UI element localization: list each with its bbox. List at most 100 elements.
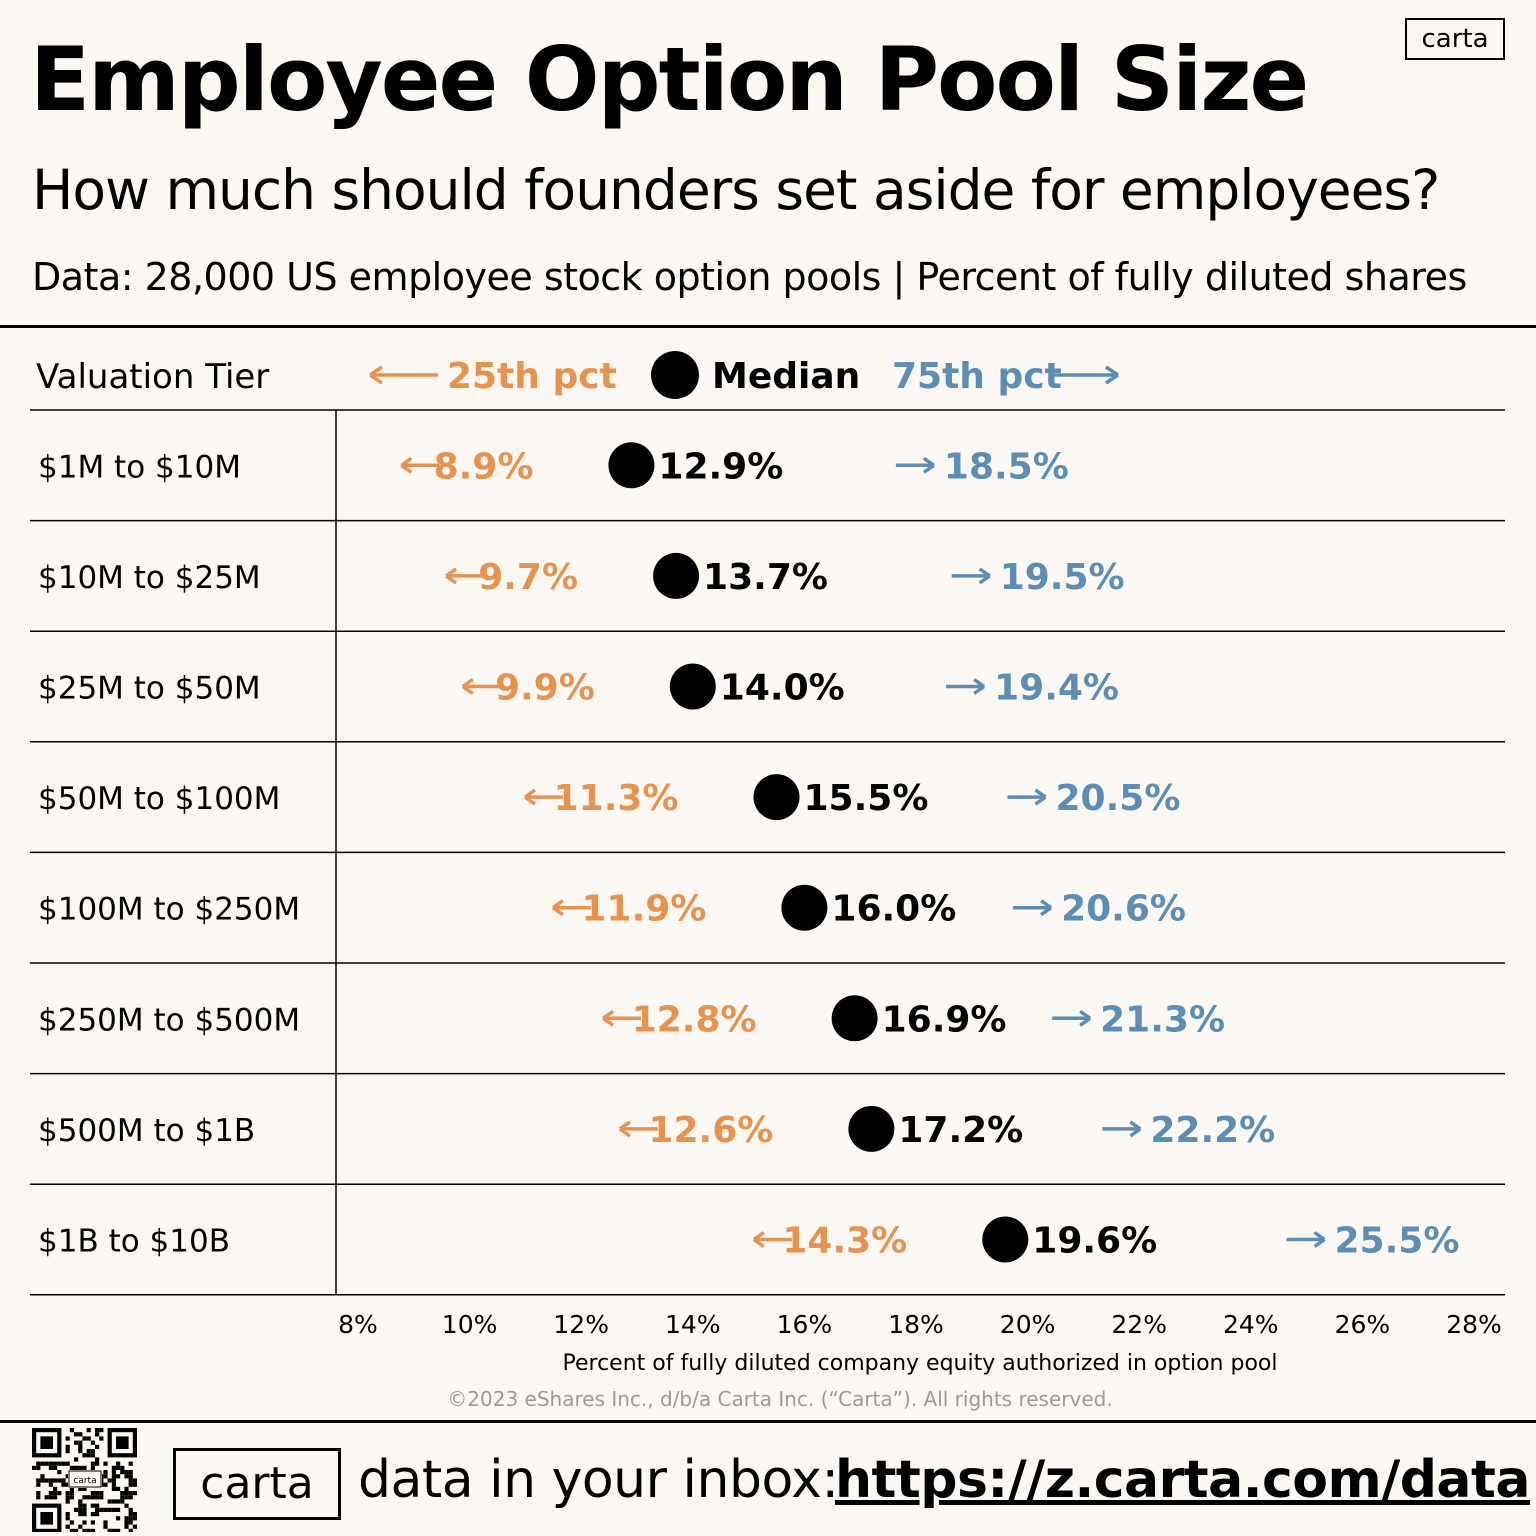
chart-row: $10M to $25M 9.7% 13.7% 19.5%: [38, 552, 1125, 599]
chart-row: $1M to $10M 8.9% 12.9% 18.5%: [38, 442, 1069, 489]
chart-legend: 25th pct Median 75th pct: [369, 351, 1119, 399]
category-label: $50M to $100M: [38, 781, 280, 817]
x-tick-label: 12%: [553, 1310, 609, 1339]
median-dot: [669, 663, 716, 710]
p75-arrowhead: [978, 567, 991, 585]
footer-divider: [0, 1420, 1536, 1423]
p25-arrowhead: [602, 1009, 615, 1027]
x-tick-label: 18%: [888, 1310, 944, 1339]
median-label: 17.2%: [898, 1110, 1023, 1151]
median-dot: [831, 995, 878, 1042]
median-dot: [608, 442, 655, 489]
data-description: Data: 28,000 US employee stock option po…: [32, 255, 1467, 299]
median-label: 15.5%: [804, 778, 929, 819]
median-dot: [781, 884, 828, 931]
median-label: 16.9%: [882, 999, 1007, 1040]
x-tick-label: 10%: [442, 1310, 498, 1339]
p25-arrowhead: [445, 567, 458, 585]
x-tick-label: 20%: [1000, 1310, 1056, 1339]
chart-row: $100M to $250M 11.9% 16.0% 20.6%: [38, 884, 1186, 931]
p75-arrowhead: [1034, 788, 1047, 806]
median-dot: [653, 552, 700, 599]
footer-text: data in your inbox:: [358, 1450, 839, 1510]
p25-label: 12.8%: [632, 999, 757, 1040]
median-label: 16.0%: [831, 889, 956, 930]
x-tick-label: 8%: [338, 1310, 378, 1339]
p75-label: 22.2%: [1150, 1110, 1275, 1151]
median-label: 12.9%: [658, 446, 783, 487]
x-tick-label: 24%: [1223, 1310, 1279, 1339]
median-label: 19.6%: [1032, 1221, 1157, 1262]
chart-row: $25M to $50M 9.9% 14.0% 19.4%: [38, 663, 1119, 710]
qr-logo-text: carta: [73, 1476, 96, 1486]
chart-rows: $1M to $10M 8.9% 12.9% 18.5% $10M to $25M 9.7…: [38, 442, 1460, 1263]
page-title: Employee Option Pool Size: [30, 28, 1309, 131]
qr-code-icon[interactable]: carta: [32, 1428, 140, 1532]
p25-label: 11.3%: [554, 778, 679, 819]
category-label: $25M to $50M: [38, 671, 261, 707]
p75-arrowhead: [1129, 1120, 1142, 1138]
p75-label: 25.5%: [1335, 1221, 1460, 1262]
p25-label: 14.3%: [782, 1221, 907, 1262]
carta-logo: carta: [1405, 18, 1505, 60]
x-tick-label: 14%: [665, 1310, 721, 1339]
x-axis: 8% 10% 12% 14% 16% 18% 20% 22% 24% 26% 28% Percent …: [338, 1310, 1502, 1411]
x-tick-label: 26%: [1335, 1310, 1391, 1339]
chart-row: $250M to $500M 12.8% 16.9% 21.3%: [38, 995, 1225, 1042]
x-tick-label: 22%: [1111, 1310, 1167, 1339]
chart-frame: Valuation Tier: [30, 357, 1505, 1296]
p75-label: 18.5%: [944, 446, 1069, 487]
p75-label: 20.6%: [1061, 889, 1186, 930]
p75-arrowhead: [973, 678, 986, 695]
p25-arrowhead: [400, 456, 413, 474]
p25-arrowhead: [618, 1120, 631, 1138]
p75-arrowhead: [1040, 899, 1053, 917]
p25-label: 11.9%: [581, 889, 706, 930]
subtitle: How much should founders set aside for e…: [32, 158, 1440, 222]
chart-row: $500M to $1B 12.6% 17.2% 22.2%: [38, 1105, 1275, 1152]
p25-arrowhead: [752, 1231, 765, 1248]
x-axis-title: Percent of fully diluted company equity …: [563, 1351, 1278, 1376]
median-label: 13.7%: [703, 557, 828, 598]
p25-label: 12.6%: [648, 1110, 773, 1151]
median-label: 14.0%: [720, 668, 845, 709]
p25-label: 9.9%: [495, 668, 595, 709]
p25-label: 9.7%: [478, 557, 578, 598]
legend-p25-arrowhead-icon: [369, 365, 383, 385]
option-pool-chart: Valuation Tier 25th pct Median 75th pct $1…: [30, 351, 1505, 1411]
p75-label: 21.3%: [1100, 999, 1225, 1040]
column-header: Valuation Tier: [36, 357, 269, 397]
p75-arrowhead: [922, 456, 935, 474]
x-tick-label: 16%: [777, 1310, 833, 1339]
category-label: $100M to $250M: [38, 892, 300, 928]
footer-carta-logo: carta: [173, 1448, 341, 1520]
header-divider: [0, 325, 1536, 328]
p75-label: 19.4%: [994, 668, 1119, 709]
p25-label: 8.9%: [434, 446, 534, 487]
legend-p25-label: 25th pct: [447, 356, 617, 397]
median-dot: [848, 1105, 895, 1152]
category-label: $1B to $10B: [38, 1224, 230, 1260]
chart-row: $50M to $100M 11.3% 15.5% 20.5%: [38, 774, 1181, 821]
category-label: $10M to $25M: [38, 560, 261, 596]
legend-p75-label: 75th pct: [892, 356, 1062, 397]
category-label: $500M to $1B: [38, 1113, 255, 1149]
p75-arrowhead: [1079, 1009, 1092, 1027]
p25-arrowhead: [461, 678, 474, 695]
p75-arrowhead: [1313, 1231, 1326, 1248]
category-label: $1M to $10M: [38, 449, 241, 485]
legend-median-label: Median: [712, 356, 860, 397]
p75-label: 20.5%: [1056, 778, 1181, 819]
copyright-text: ©2023 eShares Inc., d/b/a Carta Inc. (“C…: [447, 1387, 1112, 1411]
p75-label: 19.5%: [1000, 557, 1125, 598]
category-label: $250M to $500M: [38, 1002, 300, 1038]
chart-row: $1B to $10B 14.3% 19.6% 25.5%: [38, 1216, 1460, 1263]
p25-arrowhead: [551, 899, 564, 917]
p25-arrowhead: [523, 788, 537, 806]
legend-median-dot-icon: [651, 351, 699, 399]
median-dot: [982, 1216, 1029, 1263]
legend-p75-arrowhead-icon: [1105, 365, 1119, 385]
x-tick-label: 28%: [1446, 1310, 1502, 1339]
median-dot: [753, 774, 800, 821]
footer-url-link[interactable]: https://z.carta.com/data: [835, 1450, 1530, 1510]
